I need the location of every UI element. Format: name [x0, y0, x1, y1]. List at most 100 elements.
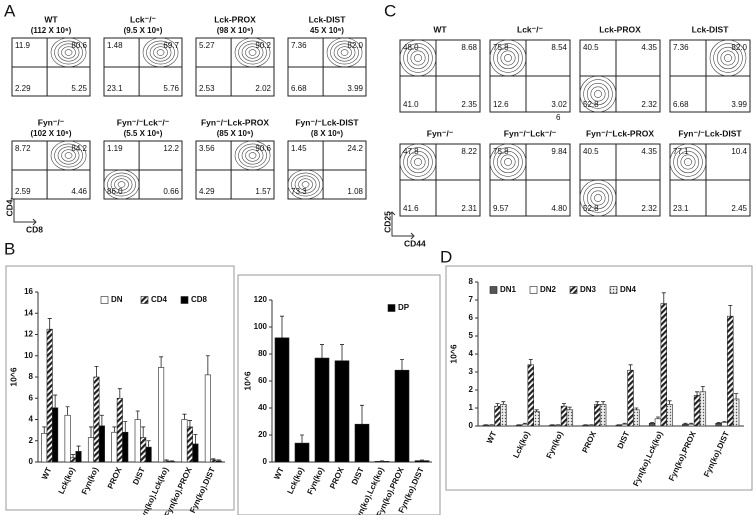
bar: [164, 461, 169, 462]
quadrant-value: 2.02: [255, 84, 271, 93]
legend-swatch: [141, 297, 148, 304]
x-tick-label: PROX: [580, 429, 598, 454]
y-tick-label: 14: [24, 308, 33, 317]
bar: [522, 424, 528, 426]
y-tick-label: 6: [469, 313, 474, 322]
bar: [694, 395, 700, 426]
quadrant-value: 0.66: [163, 187, 179, 196]
error-bar: [360, 405, 364, 424]
bar: [622, 424, 628, 426]
y-tick-label: 120: [254, 295, 268, 304]
quadrant-value: 1.57: [255, 187, 271, 196]
bar: [528, 365, 534, 426]
bar: [375, 461, 389, 462]
quadrant-value: 5.25: [71, 84, 87, 93]
bar: [117, 398, 122, 462]
quadrant-value: 2.53: [199, 84, 215, 93]
y-tick-label: 16: [24, 287, 33, 296]
x-tick-label: WT: [272, 466, 285, 481]
bar: [549, 425, 555, 426]
quadrant-value: 86.0: [107, 187, 123, 196]
y-tick-label: 40: [258, 403, 267, 412]
bar: [275, 338, 289, 462]
bar: [315, 358, 329, 462]
quadrant-value: 2.45: [731, 204, 747, 213]
quadrant-value: 1.45: [291, 144, 307, 153]
axis-label: CD8: [26, 224, 43, 234]
bar: [649, 423, 655, 426]
x-tick-label: Fyn(ko).PROX: [667, 429, 698, 482]
error-bar: [320, 345, 324, 359]
bar: [205, 375, 210, 462]
quadrant-value: 5.76: [163, 84, 179, 93]
plot-title: Fyn⁻/⁻Lck-DIST: [678, 128, 742, 138]
y-tick-label: 8: [29, 372, 34, 381]
plot-title: Lck-DIST: [692, 24, 730, 34]
error-bar: [501, 402, 505, 405]
bar: [415, 461, 429, 462]
legend-label: DN2: [540, 285, 557, 294]
error-bar: [629, 365, 633, 370]
quadrant-value: 8.72: [15, 144, 31, 153]
y-tick-label: 10: [24, 351, 33, 360]
y-tick-label: 3: [469, 367, 474, 376]
plot-subtitle: (8 X 10⁶): [311, 129, 343, 138]
plot-title: Fyn⁻/⁻Lck-DIST: [295, 117, 359, 127]
quadrant-value: 8.54: [551, 43, 567, 52]
error-bar: [188, 421, 192, 427]
error-bar: [136, 411, 140, 420]
quadrant-value: 3.99: [731, 100, 747, 109]
error-bar: [123, 422, 127, 433]
bar: [123, 432, 128, 462]
legend-swatch: [530, 287, 537, 294]
quadrant-value: 10.4: [731, 147, 747, 156]
bar: [42, 433, 47, 462]
plot-title: Fyn⁻/⁻Lck-PROX: [201, 117, 269, 127]
error-bar: [89, 427, 93, 438]
axis-label: CD4: [4, 199, 14, 216]
axis-label: CD25: [382, 211, 392, 233]
legend-label: DN: [111, 295, 123, 304]
bar: [99, 426, 104, 462]
x-tick-label: Fyn(ko).DIST: [702, 430, 731, 479]
quadrant-value: 73.3: [291, 187, 307, 196]
error-bar: [695, 392, 699, 396]
error-bar: [601, 402, 605, 405]
quadrant-value: 11.9: [15, 41, 31, 50]
bar: [661, 304, 667, 426]
error-bar: [77, 446, 81, 451]
error-bar: [280, 316, 284, 338]
quadrant-value: 75.8: [493, 43, 509, 52]
quadrant-value: 82.0: [731, 43, 747, 52]
legend-label: CD8: [191, 295, 208, 304]
bar: [187, 427, 192, 462]
quadrant-value: 3.02: [551, 100, 567, 109]
plot-title: Lck-PROX: [214, 14, 256, 24]
bar: [47, 329, 52, 462]
x-tick-label: PROX: [106, 465, 124, 490]
legend-label: DN3: [580, 285, 597, 294]
quadrant-value: 23.1: [673, 204, 689, 213]
error-bar: [562, 404, 566, 407]
bar: [655, 419, 661, 426]
bar: [135, 420, 140, 463]
quadrant-value: 41.6: [403, 204, 419, 213]
bar: [52, 408, 57, 462]
quadrant-value: 12.6: [493, 100, 509, 109]
quadrant-value: 75.8: [493, 147, 509, 156]
x-tick-label: DIST: [131, 466, 147, 486]
quadrant-value: 3.56: [199, 144, 215, 153]
x-tick-label: Lck(ko): [286, 466, 306, 496]
bar: [65, 415, 70, 462]
y-tick-label: 60: [258, 376, 267, 385]
y-tick-label: 100: [254, 322, 268, 331]
error-bar: [118, 389, 122, 399]
bar: [295, 443, 309, 462]
error-bar: [53, 395, 57, 408]
bar: [561, 406, 567, 426]
bar: [589, 425, 595, 426]
quadrant-value: 4.46: [71, 187, 87, 196]
bar: [733, 399, 739, 426]
quadrant-value: 23.1: [107, 84, 123, 93]
bar: [688, 424, 694, 426]
